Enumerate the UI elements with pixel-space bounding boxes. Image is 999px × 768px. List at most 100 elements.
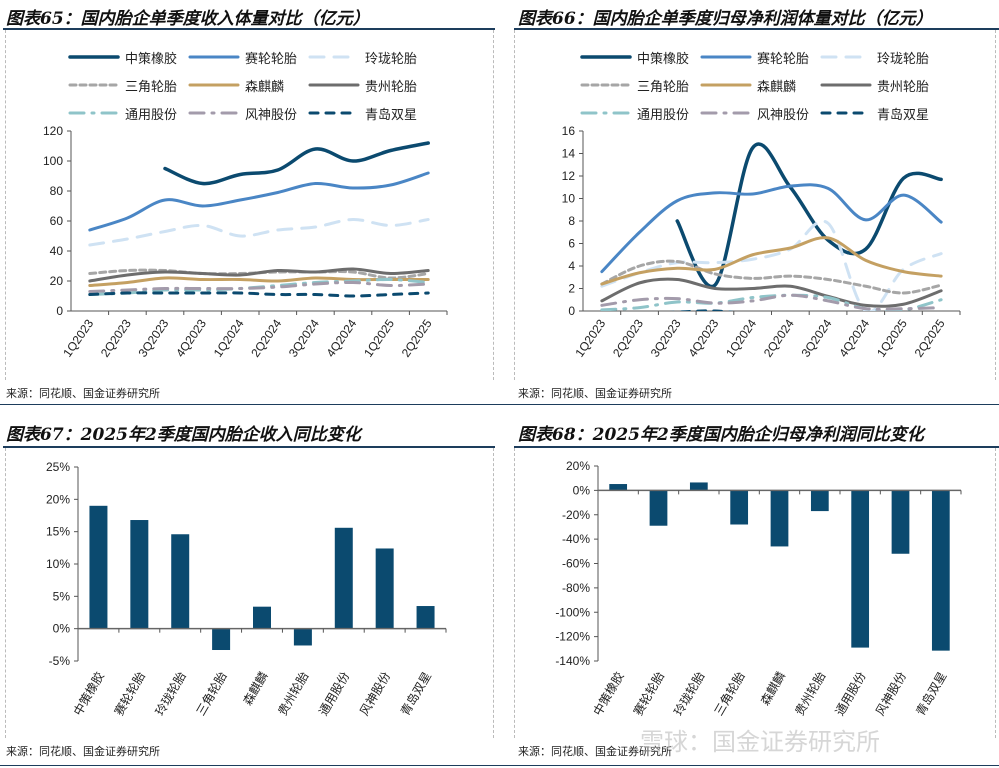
y-tick-label: 2: [568, 282, 575, 296]
legend-item: 贵州轮胎: [365, 80, 418, 95]
x-tick-label: 青岛双星: [912, 669, 949, 718]
y-tick-label: 16: [562, 124, 576, 138]
legend-item: 森麒麟: [245, 80, 285, 95]
x-tick-label: 2Q2025: [912, 316, 948, 359]
y-tick-label: 0: [56, 304, 63, 318]
y-tick-label: 10: [562, 192, 576, 206]
x-tick-label: 3Q2024: [286, 316, 322, 359]
bar-8: [891, 490, 910, 554]
bar-4: [212, 628, 231, 651]
x-tick-label: 3Q2024: [799, 316, 835, 359]
y-tick-label: 20%: [46, 492, 70, 506]
bar-4: [730, 490, 749, 525]
x-tick-label: 2Q2025: [399, 316, 435, 359]
series-line-2: [600, 183, 943, 274]
legend-item: 玲珑轮胎: [365, 52, 418, 67]
series-group: [88, 141, 430, 298]
x-tick-label: 青岛双星: [397, 669, 434, 718]
x-tick-label: 1Q2024: [211, 316, 247, 359]
y-tick-label: -140%: [555, 654, 590, 668]
y-tick-label: 100: [43, 154, 63, 168]
series-line-4: [600, 259, 943, 295]
x-tick-label: 1Q2025: [874, 316, 910, 359]
legend-item: 风神股份: [245, 108, 298, 123]
bar-7: [334, 527, 353, 629]
source-note: 来源：同花顺、国金证券研究所: [6, 745, 160, 758]
y-tick-label: 15%: [46, 525, 70, 539]
divider: [0, 765, 999, 766]
x-tick-label: 三角轮胎: [194, 670, 230, 719]
y-tick-label: 10%: [46, 557, 70, 571]
y-tick-label: 60: [50, 214, 64, 228]
x-tick-label: 1Q2025: [361, 316, 397, 359]
series-line-8: [600, 293, 943, 311]
bar-6: [810, 490, 829, 512]
y-tick-label: 14: [562, 147, 576, 161]
legend-item: 三角轮胎: [637, 80, 690, 95]
x-tick-label: 4Q2024: [836, 316, 872, 359]
x-tick-label: 2Q2023: [98, 316, 134, 359]
x-tick-label: 中策橡胶: [590, 669, 627, 718]
x-tick-label: 贵州轮胎: [792, 670, 828, 719]
y-tick-label: 12: [562, 169, 576, 183]
x-tick-label: 森麒麟: [240, 669, 271, 708]
series-line-2: [88, 171, 430, 232]
x-tick-label: 风神股份: [873, 670, 909, 719]
frame-line: [995, 30, 996, 380]
bar-1: [89, 505, 108, 629]
divider: [0, 404, 999, 405]
bar-9: [416, 606, 435, 629]
x-tick-label: 风神股份: [357, 670, 393, 719]
source-note: 来源：同花顺、国金证券研究所: [518, 745, 672, 758]
x-tick-label: 4Q2024: [323, 316, 359, 359]
x-tick-label: 4Q2023: [685, 316, 721, 359]
legend-item: 赛轮轮胎: [757, 52, 810, 67]
y-tick-label: -80%: [562, 581, 590, 595]
legend-item: 森麒麟: [757, 80, 797, 95]
x-tick-label: 通用股份: [316, 670, 352, 719]
series-line-6: [88, 267, 430, 283]
title-rule: [3, 446, 495, 448]
x-tick-label: 3Q2023: [648, 316, 684, 359]
legend-item: 中策橡胶: [125, 52, 178, 67]
y-tick-label: 4: [568, 259, 575, 273]
bar-3: [689, 482, 708, 491]
y-tick-label: 40: [50, 244, 64, 258]
frame-line: [514, 30, 515, 380]
x-tick-label: 玲珑轮胎: [671, 670, 707, 719]
watermark: 雪球：国金证券研究所: [640, 728, 880, 756]
frame-line: [493, 30, 494, 380]
x-tick-label: 1Q2023: [60, 316, 96, 359]
x-tick-label: 1Q2023: [572, 316, 608, 359]
x-tick-label: 1Q2024: [723, 316, 759, 359]
series-group: [600, 142, 943, 311]
x-tick-label: 赛轮轮胎: [630, 669, 667, 718]
x-tick-label: 2Q2023: [610, 316, 646, 359]
x-tick-label: 2Q2024: [248, 316, 284, 359]
bar-5: [253, 606, 271, 629]
x-tick-label: 玲珑轮胎: [153, 670, 189, 719]
series-line-7: [600, 293, 943, 311]
y-tick-label: -100%: [555, 605, 590, 619]
chart-title-66: 图表66：国内胎企单季度归母净利润体量对比（亿元）: [518, 9, 933, 29]
series-line-1: [163, 141, 430, 186]
series-line-1: [675, 142, 943, 289]
x-tick-label: 赛轮轮胎: [111, 669, 148, 718]
x-tick-label: 通用股份: [833, 670, 869, 719]
title-rule: [514, 446, 999, 448]
y-tick-label: 0: [568, 304, 575, 318]
x-tick-label: 森麒麟: [757, 669, 788, 708]
legend-item: 三角轮胎: [125, 80, 178, 95]
frame-line: [995, 448, 996, 738]
y-tick-label: 5%: [53, 589, 71, 603]
y-tick-label: -40%: [562, 532, 590, 546]
x-tick-label: 3Q2023: [135, 316, 171, 359]
y-tick-label: 0%: [573, 483, 591, 497]
y-tick-label: 6: [568, 237, 575, 251]
bar-6: [293, 628, 312, 646]
bar-2: [649, 490, 668, 526]
legend-item: 通用股份: [125, 108, 178, 123]
series-line-9: [88, 291, 430, 298]
